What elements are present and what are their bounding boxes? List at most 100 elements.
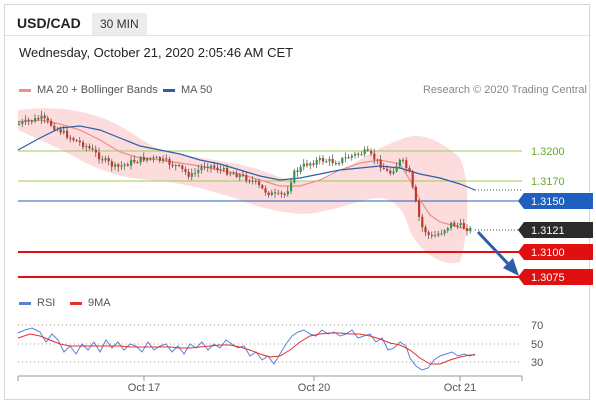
candle-body	[245, 175, 248, 181]
candle-body	[168, 159, 171, 165]
candle-body	[184, 168, 187, 172]
candle-body	[203, 166, 206, 168]
candle-body	[139, 156, 142, 163]
legend-ma20-label: MA 20 + Bollinger Bands	[37, 84, 158, 96]
candle-body	[34, 118, 37, 122]
candle-body	[418, 201, 421, 217]
candle-body	[229, 173, 232, 175]
candle-body	[370, 150, 373, 154]
candle-body	[424, 227, 427, 233]
candle-body	[142, 156, 145, 161]
legend-ma50: MA 50	[163, 84, 212, 96]
candle-body	[443, 230, 446, 234]
candle-body	[331, 158, 334, 164]
candle-body	[446, 228, 449, 231]
candle-body	[334, 163, 337, 165]
symbol-label: USD/CAD	[17, 15, 81, 31]
level-labels: 1.3200 1.3170 1.3150 1.3121 1.3100 1.307…	[518, 146, 593, 285]
candle-body	[347, 157, 350, 159]
timeframe-badge[interactable]: 30 MIN	[92, 13, 147, 35]
legend-ma20: MA 20 + Bollinger Bands	[19, 84, 158, 96]
bollinger-bands	[18, 108, 468, 264]
candle-body	[322, 158, 325, 162]
level-tag-5: 1.3100	[518, 244, 593, 260]
candle-body	[59, 129, 62, 133]
candle-body	[280, 192, 283, 194]
candle-body	[392, 171, 395, 174]
candle-body	[296, 170, 299, 172]
candle-body	[232, 173, 235, 175]
ma50-swatch	[163, 88, 175, 92]
candlesticks	[18, 110, 472, 240]
candle-body	[117, 164, 120, 167]
candle-body	[344, 157, 347, 159]
candle-body	[149, 158, 152, 160]
candle-body	[88, 146, 91, 149]
candle-body	[373, 153, 376, 160]
candle-body	[338, 163, 341, 165]
legend-9ma-label: 9MA	[88, 297, 111, 309]
candle-body	[290, 182, 293, 192]
x-label-oct20: Oct 20	[298, 382, 330, 394]
candle-body	[405, 160, 408, 168]
candle-body	[389, 170, 392, 174]
legend-rsi-label: RSI	[37, 297, 56, 309]
candle-body	[456, 225, 459, 227]
last-price-tag: 1.3121	[518, 222, 593, 238]
candle-body	[66, 130, 69, 138]
candle-body	[136, 162, 139, 164]
candle-body	[251, 180, 254, 182]
candle-body	[434, 235, 437, 237]
candle-body	[165, 158, 168, 160]
candle-body	[354, 153, 357, 156]
candle-body	[110, 161, 113, 167]
candle-body	[91, 148, 94, 150]
candle-body	[197, 169, 200, 173]
candle-body	[72, 138, 75, 141]
candle-body	[283, 193, 286, 195]
candle-body	[306, 163, 309, 166]
candle-body	[107, 158, 110, 162]
candle-body	[37, 118, 40, 120]
candle-body	[219, 169, 222, 171]
candle-body	[414, 186, 417, 202]
candle-body	[43, 115, 46, 119]
candle-body	[174, 165, 177, 167]
candle-body	[152, 157, 155, 159]
candle-body	[222, 168, 225, 170]
candle-body	[411, 171, 414, 187]
candle-body	[357, 153, 360, 155]
forecast-arrow	[476, 230, 519, 276]
candle-body	[242, 174, 245, 176]
candle-body	[315, 160, 318, 165]
candle-body	[56, 129, 59, 131]
candle-body	[85, 146, 88, 148]
timestamp-label: Wednesday, October 21, 2020 2:05:46 AM C…	[19, 45, 294, 60]
level-label-1: 1.3200	[531, 146, 565, 158]
rsi-line	[17, 327, 476, 371]
svg-text:1.3100: 1.3100	[531, 247, 565, 259]
candle-body	[408, 167, 411, 172]
candle-body	[328, 158, 331, 162]
candle-body	[379, 159, 382, 168]
level-label-2: 1.3170	[531, 176, 565, 188]
candle-body	[462, 223, 465, 229]
candle-body	[360, 154, 363, 156]
candle-body	[94, 149, 97, 153]
level-lines	[18, 150, 522, 278]
ma50-line	[17, 125, 476, 191]
candle-body	[21, 121, 24, 124]
candle-body	[200, 167, 203, 170]
candle-body	[248, 180, 251, 182]
legend-ma50-label: MA 50	[181, 84, 213, 96]
candle-body	[171, 164, 174, 166]
candle-body	[267, 192, 270, 195]
rsi-swatch	[19, 301, 31, 305]
candle-body	[293, 170, 296, 183]
rsi-panel: 70 50 30	[17, 320, 543, 371]
candle-body	[363, 149, 366, 155]
candle-body	[312, 163, 315, 165]
candle-body	[325, 161, 328, 163]
candle-body	[382, 167, 385, 169]
